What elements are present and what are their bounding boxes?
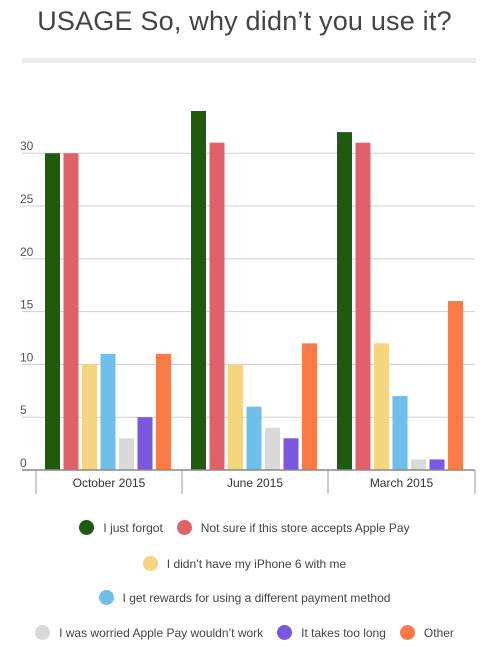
bars bbox=[45, 111, 463, 471]
legend-swatch-icon bbox=[277, 625, 293, 640]
y-tick-label: 5 bbox=[20, 403, 27, 417]
legend-label: Other bbox=[423, 625, 454, 640]
legend-item: I didn’t have my iPhone 6 with me bbox=[142, 556, 347, 571]
legend-swatch-icon bbox=[79, 520, 95, 535]
legend-item: I was worried Apple Pay wouldn’t work bbox=[35, 625, 263, 640]
bar bbox=[119, 438, 134, 470]
legend-row: I didn’t have my iPhone 6 with me bbox=[0, 556, 489, 571]
legend-item: Other bbox=[399, 625, 454, 640]
bar bbox=[283, 438, 299, 470]
bar bbox=[337, 132, 352, 470]
legend-label: I just forgot bbox=[103, 520, 163, 535]
legend-swatch-icon bbox=[35, 625, 51, 640]
x-tick-label: June 2015 bbox=[227, 476, 283, 490]
bar bbox=[191, 111, 206, 470]
legend-swatch-icon bbox=[98, 590, 114, 605]
legend-swatch-icon bbox=[399, 625, 415, 640]
bar bbox=[100, 353, 116, 470]
bar bbox=[302, 343, 317, 470]
legend-label: I was worried Apple Pay wouldn’t work bbox=[59, 625, 264, 640]
chart-title: USAGE So, why didn’t you use it? bbox=[37, 6, 452, 36]
bar bbox=[392, 396, 408, 470]
legend-label: It takes too long bbox=[301, 625, 386, 640]
bar bbox=[411, 459, 426, 470]
legend-label: Not sure if this store accepts Apple Pay bbox=[200, 520, 410, 535]
y-tick-label: 25 bbox=[20, 192, 34, 206]
bar bbox=[448, 301, 463, 470]
legend-item: I get rewards for using a different paym… bbox=[98, 590, 391, 605]
legend-label: I get rewards for using a different paym… bbox=[122, 590, 391, 605]
legend-row: I get rewards for using a different paym… bbox=[0, 590, 489, 605]
legend-row: I was worried Apple Pay wouldn’t work It … bbox=[0, 625, 489, 640]
legend-swatch-icon bbox=[142, 556, 158, 571]
legend-item: I just forgot bbox=[79, 520, 163, 535]
legend-item: It takes too long bbox=[277, 625, 386, 640]
title-divider bbox=[22, 58, 476, 63]
bar bbox=[246, 406, 262, 470]
x-tick-label: March 2015 bbox=[370, 476, 434, 490]
bar bbox=[63, 153, 79, 470]
y-tick-label: 30 bbox=[20, 139, 34, 153]
bar bbox=[429, 459, 445, 470]
x-tick-label: October 2015 bbox=[73, 476, 146, 490]
legend-swatch-icon bbox=[176, 520, 192, 535]
legend-label: I didn’t have my iPhone 6 with me bbox=[166, 556, 347, 571]
bar bbox=[265, 427, 280, 470]
bar bbox=[82, 364, 97, 470]
bar bbox=[45, 153, 60, 470]
y-tick-label: 10 bbox=[20, 350, 34, 364]
y-axis-ticks: 0 5 10 15 20 25 30 bbox=[20, 139, 34, 470]
legend-row: I just forgot Not sure if this store acce… bbox=[0, 520, 489, 535]
y-tick-label: 20 bbox=[20, 245, 34, 259]
bar bbox=[374, 343, 389, 470]
bar bbox=[228, 364, 243, 470]
y-tick-label: 15 bbox=[20, 298, 34, 312]
x-axis: October 2015 June 2015 March 2015 bbox=[22, 469, 476, 494]
bar-chart: 0 5 10 15 20 25 30 October 2015 June 2015 March … bbox=[20, 111, 476, 494]
bar bbox=[137, 417, 153, 470]
bar bbox=[156, 353, 171, 470]
legend-item: Not sure if this store accepts Apple Pay bbox=[176, 520, 410, 535]
bar bbox=[355, 142, 371, 471]
bar bbox=[209, 142, 225, 471]
y-tick-label: 0 bbox=[20, 456, 27, 470]
